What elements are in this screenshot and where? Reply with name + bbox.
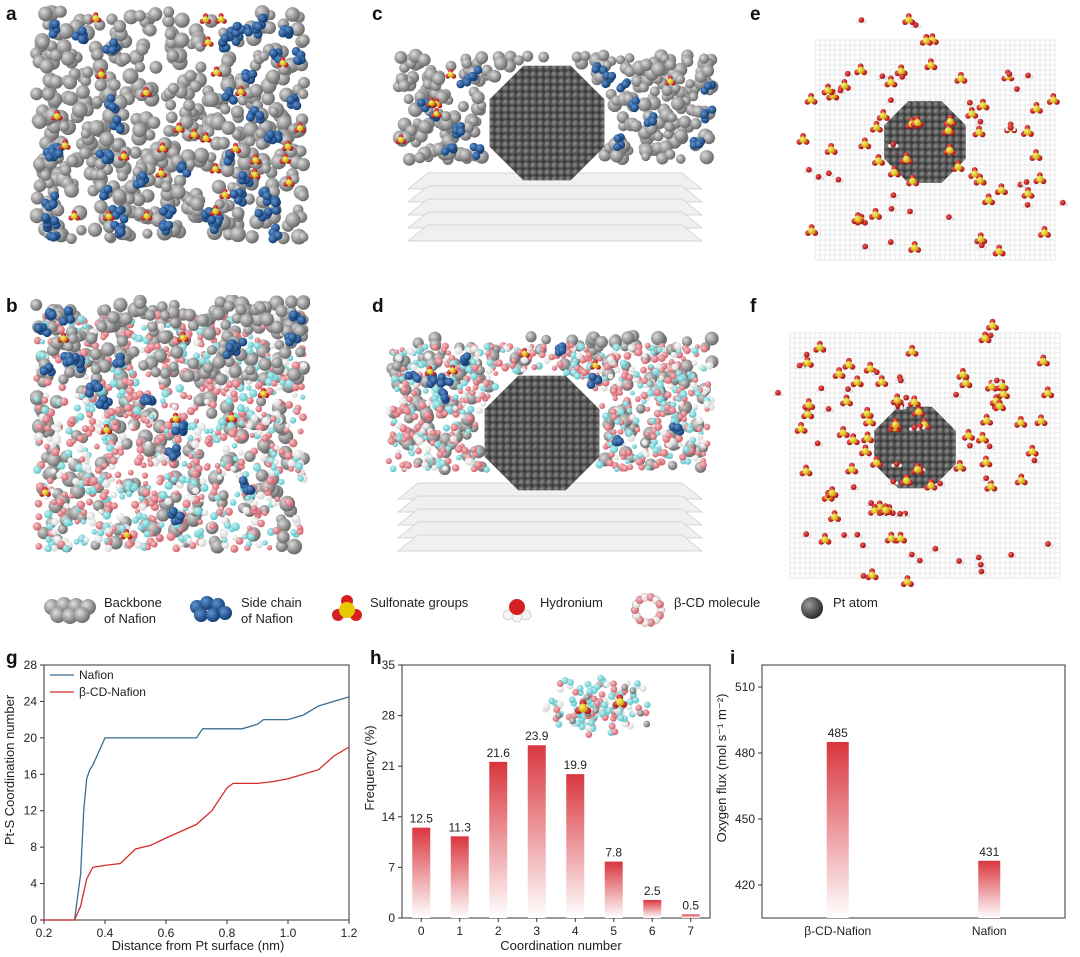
chart-h-value-label: 0.5 xyxy=(682,898,699,912)
panel-label-g: g xyxy=(6,648,18,669)
species-legend: Backbone of Nafion Side chain of Nafion … xyxy=(0,585,1080,635)
chart-i-bar xyxy=(978,860,1001,918)
chart-g-y-tick-label: 28 xyxy=(24,658,38,672)
chart-g-line-cd-nafion xyxy=(44,746,350,921)
sulfonate-icon xyxy=(332,595,362,621)
chart-h-y-tick-label: 14 xyxy=(382,810,396,824)
chart-h-value-label: 23.9 xyxy=(525,729,549,743)
legend-label-hydronium: Hydronium xyxy=(540,595,603,610)
hydronium-icon xyxy=(502,599,532,623)
chart-g-frame xyxy=(43,664,350,921)
legend-label-side-chain: Side chain of Nafion xyxy=(241,595,302,626)
chart-h-value-label: 11.3 xyxy=(449,820,472,834)
chart-i-value-label: 431 xyxy=(979,845,999,859)
chart-h-y-tick-label: 7 xyxy=(388,860,395,874)
chart-g-y-tick-label: 8 xyxy=(30,840,37,854)
panel-label-d: d xyxy=(372,296,384,317)
panel-label-i: i xyxy=(730,648,736,669)
chart-i-oxygen-flux: Oxygen flux (mol s⁻¹ m⁻²) 420 450 480 510 48… xyxy=(714,664,1066,938)
chart-h-x-tick-label: 1 xyxy=(456,924,463,938)
chart-h-bar xyxy=(450,836,469,918)
chart-g-y-tick-label: 20 xyxy=(24,731,38,745)
panel-label-a: a xyxy=(6,4,17,25)
chart-h-bar xyxy=(412,827,431,918)
chart-h-x-axis-label: Coordination number xyxy=(500,938,622,953)
chart-h-bar xyxy=(643,899,662,918)
chart-g-coordination-vs-distance: Pt-S Coordination number Distance from P… xyxy=(2,658,358,953)
chart-g-y-tick-label: 16 xyxy=(24,767,38,781)
panel-label-e: e xyxy=(750,4,761,25)
render-b-cd-nafion-slab xyxy=(30,295,310,555)
chart-g-legend-label: Nafion xyxy=(79,668,114,682)
chart-i-x-tick-label: β-CD-Nafion xyxy=(804,924,871,938)
chart-g-y-axis-label: Pt-S Coordination number xyxy=(2,694,17,845)
chart-g-y-tick-label: 24 xyxy=(24,694,38,708)
chart-i-y-axis-label: Oxygen flux (mol s⁻¹ m⁻²) xyxy=(714,694,729,843)
chart-g-y-tick-label: 0 xyxy=(30,913,37,927)
chart-h-bar xyxy=(681,914,700,918)
chart-i-x-tick-label: Nafion xyxy=(972,924,1007,938)
chart-h-x-tick-label: 4 xyxy=(572,924,579,938)
chart-h-value-label: 7.8 xyxy=(605,846,622,860)
panel-label-c: c xyxy=(372,4,383,25)
chart-h-bar xyxy=(527,745,546,918)
chart-h-y-axis-label: Frequency (%) xyxy=(362,725,377,810)
chart-i-bar xyxy=(826,742,849,918)
chart-h-x-tick-label: 3 xyxy=(533,924,540,938)
chart-g-y-tick-label: 12 xyxy=(24,804,38,818)
chart-i-y-tick-label: 420 xyxy=(735,878,755,892)
chart-h-x-tick-label: 0 xyxy=(418,924,425,938)
legend-label-pt-atom: Pt atom xyxy=(833,595,878,610)
legend-label-sulfonate: Sulfonate groups xyxy=(370,595,469,610)
pt-atom-icon xyxy=(801,597,823,619)
panel-label-b: b xyxy=(6,296,18,317)
chart-h-bar xyxy=(604,861,623,918)
render-c-nafion-on-pt xyxy=(392,48,719,242)
chart-h-y-tick-label: 35 xyxy=(382,658,396,672)
chart-h-x-tick-label: 5 xyxy=(610,924,617,938)
chart-h-value-label: 12.5 xyxy=(410,812,434,826)
chart-g-x-tick-label: 0.6 xyxy=(158,926,175,940)
chart-h-value-label: 19.9 xyxy=(564,758,588,772)
chart-h-value-label: 21.6 xyxy=(487,746,511,760)
chart-h-y-tick-label: 21 xyxy=(382,759,396,773)
chart-i-value-label: 485 xyxy=(828,726,848,740)
render-d-cd-nafion-on-pt xyxy=(385,329,719,552)
chart-h-frame xyxy=(401,664,711,919)
chart-i-y-tick-label: 450 xyxy=(735,812,755,826)
beta-cd-icon xyxy=(630,593,666,627)
chart-g-line-nafion xyxy=(44,696,350,921)
backbone-icon xyxy=(44,597,96,624)
side-chain-icon xyxy=(190,596,232,622)
chart-g-x-tick-label: 0.2 xyxy=(36,926,53,940)
chart-h-y-tick-label: 28 xyxy=(382,709,396,723)
chart-h-inset-molecule xyxy=(542,674,651,739)
chart-h-y-tick-label: 0 xyxy=(388,911,395,925)
chart-h-bar xyxy=(489,761,508,918)
chart-h-bar xyxy=(566,774,585,918)
chart-h-x-tick-label: 2 xyxy=(495,924,502,938)
chart-g-legend-label: β-CD-Nafion xyxy=(79,685,146,699)
chart-g-x-axis-label: Distance from Pt surface (nm) xyxy=(112,938,285,953)
chart-i-y-tick-label: 510 xyxy=(735,680,755,694)
chart-h-value-label: 2.5 xyxy=(644,884,661,898)
legend-label-beta-cd: β-CD molecule xyxy=(674,595,761,610)
chart-i-frame xyxy=(761,664,1066,919)
render-f-sulfonate-distribution-cd xyxy=(772,318,1061,588)
chart-g-y-tick-label: 4 xyxy=(30,877,37,891)
chart-g-x-tick-label: 0.8 xyxy=(219,926,236,940)
chart-h-x-tick-label: 7 xyxy=(687,924,694,938)
render-e-sulfonate-distribution xyxy=(796,13,1069,261)
chart-g-x-tick-label: 0.4 xyxy=(97,926,114,940)
chart-g-x-tick-label: 1.0 xyxy=(280,926,297,940)
chart-h-x-tick-label: 6 xyxy=(649,924,656,938)
panel-label-h: h xyxy=(370,648,382,669)
legend-label-backbone: Backbone of Nafion xyxy=(104,595,162,626)
panel-label-f: f xyxy=(750,296,757,317)
chart-i-y-tick-label: 480 xyxy=(735,746,755,760)
render-a-nafion-slab xyxy=(30,5,310,245)
chart-h-coordination-histogram: Frequency (%) Coordination number 071421… xyxy=(362,658,711,953)
chart-g-x-tick-label: 1.2 xyxy=(341,926,358,940)
